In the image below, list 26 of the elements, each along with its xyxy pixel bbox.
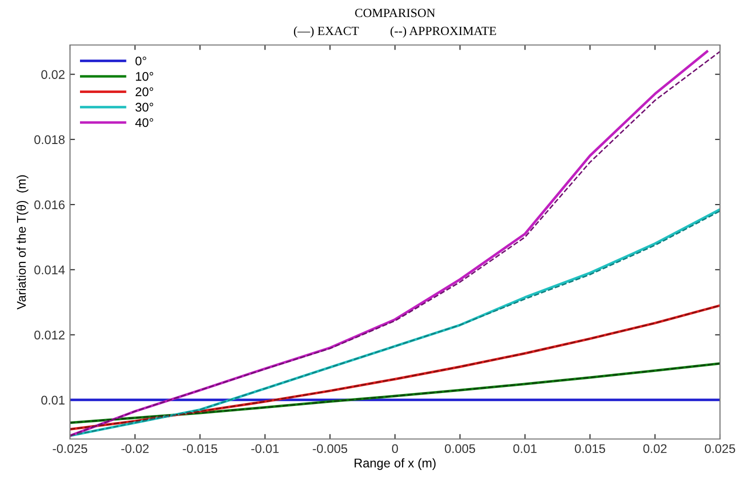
y-tick-label: 0.01 [41,396,65,405]
y-tick-label: 0.014 [34,265,65,274]
x-tick-label: 0.005 [444,444,476,454]
legend-label: 40° [135,118,154,128]
x-tick-label: -0.015 [182,444,218,454]
legend-label: 0° [135,56,146,66]
y-axis-title: Variation of the T(θ) (m) [16,175,28,310]
y-tick-label: 0.012 [34,330,65,340]
x-axis-title: Range of x (m) [354,458,436,470]
legend-label: 30° [135,102,154,112]
legend-label: 10° [136,72,154,81]
x-tick-label: 0 [392,444,398,454]
y-tick-label: 0.018 [34,135,65,144]
x-tick-label: 0.015 [574,444,606,454]
x-tick-label: 0.02 [643,444,667,454]
y-tick-label: 0.02 [41,70,65,79]
chart-subtitle: (—) EXACT (--) APPROXIMATE [294,26,496,38]
x-tick-label: -0.02 [121,444,149,454]
x-tick-label: -0.01 [251,444,279,454]
x-tick-label: 0.01 [513,444,537,454]
chart-title: COMPARISON [355,8,436,18]
x-tick-label: -0.025 [52,444,88,454]
x-tick-label: -0.005 [312,444,348,454]
legend-label: 20° [136,87,154,96]
y-tick-label: 0.016 [34,200,65,210]
x-tick-label: 0.025 [704,444,736,454]
